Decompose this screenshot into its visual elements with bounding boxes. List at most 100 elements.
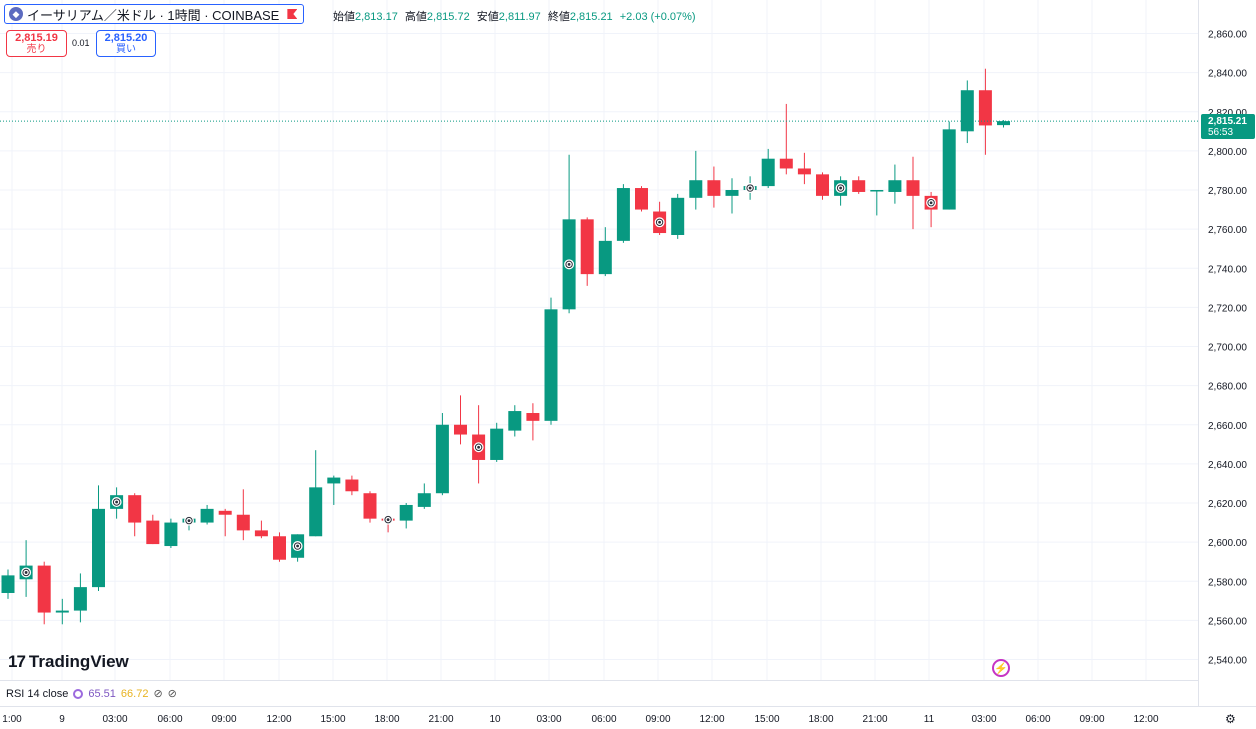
logo-text: TradingView [28,652,129,671]
candle-body [906,180,920,196]
candle-body [37,565,51,613]
event-marker-ring [185,516,193,525]
sell-button[interactable]: 2,815.19 売り [6,30,67,57]
event-marker-ring [22,568,30,577]
x-tick-label: 11 [924,714,935,725]
event-marker-dot [296,544,299,548]
candle-body [707,180,721,196]
candle-body [273,536,286,560]
event-marker-dot [187,519,191,523]
x-tick-label: 21:00 [862,714,887,725]
rsi-label: RSI 14 close [6,687,69,700]
event-marker-dot [658,220,661,224]
x-tick-label: 15:00 [754,714,779,725]
candle-body [164,522,178,547]
candle-body [942,129,956,210]
high-label: 高値 [404,11,427,23]
candle-body [309,487,323,537]
event-marker-ring [655,218,664,226]
close-value: 2,815.21 [569,11,613,23]
candle-body [580,219,594,275]
x-tick-label: 09:00 [1079,714,1104,725]
low-value: 2,811.97 [498,11,541,23]
candle-body [454,424,467,435]
gear-icon[interactable]: ⚙ [1225,712,1236,726]
event-marker-ring [474,443,483,451]
candle-body [870,190,884,192]
symbol-selector[interactable]: ◆ イーサリアム／米ドル · 1時間 · COINBASE [4,4,305,24]
x-tick-label: 06:00 [1025,714,1050,725]
candle-body [997,121,1010,126]
candle-body [544,309,558,421]
y-tick-label: 2,760.00 [1208,225,1247,236]
y-tick-label: 2,840.00 [1208,69,1247,80]
candle-body [797,168,811,175]
rsi-legend[interactable]: RSI 14 close 65.51 66.72 ⊘ ⊘ [6,687,177,701]
event-marker-dot [386,518,390,522]
event-marker-dot [929,201,933,205]
candle-body [616,188,630,241]
candle-body [725,190,739,196]
candle-body [254,530,268,537]
sell-label: 売り [26,44,47,55]
x-tick-label: 10 [489,714,501,725]
tradingview-logo[interactable]: 17 TradingView [8,652,129,672]
ohlc-legend: 始値2,813.17 高値2,815.72 安値2,811.97 終値2,815… [333,8,700,24]
candle-body [671,197,685,235]
candle-body [200,508,214,523]
x-tick-label: 1:00 [2,714,22,725]
ethereum-icon: ◆ [9,7,23,21]
event-marker-ring [384,515,392,524]
bar-countdown: 56:53 [1208,127,1234,138]
x-tick-label: 12:00 [1133,714,1158,725]
candle-body [1,575,15,593]
candle-body [236,514,250,531]
x-tick-label: 09:00 [645,714,670,725]
event-marker-dot [567,262,571,266]
y-tick-label: 2,860.00 [1208,30,1247,41]
candle-body [399,504,413,521]
buy-label: 買い [116,44,136,55]
candle-body [689,180,703,198]
sell-price: 2,815.19 [15,32,58,44]
y-tick-label: 2,780.00 [1208,186,1247,197]
x-tick-label: 18:00 [374,714,399,725]
candle-body [363,493,377,519]
rsi-value: 65.51 [88,687,116,700]
candle-body [435,424,449,494]
x-tick-label: 18:00 [808,714,833,725]
candle-body [635,188,648,210]
candle-body [55,610,69,613]
change-value: +2.03 (+0.07%) [619,11,696,23]
candle-body [417,493,431,507]
y-tick-label: 2,740.00 [1208,264,1247,275]
candle-body [960,90,974,132]
flag-icon[interactable] [287,9,298,19]
x-tick-label: 06:00 [591,714,616,725]
candle-body [146,520,160,545]
candle-body [852,180,866,192]
open-label: 始値 [333,11,355,23]
candle-body [327,477,341,484]
spread-value: 0.01 [72,38,90,48]
candle-body [888,180,902,192]
high-value: 2,815.72 [426,11,470,23]
lightning-icon[interactable]: ⚡ [992,659,1010,677]
x-tick-label: 03:00 [102,714,127,725]
event-marker-ring [112,498,121,506]
candle-body [978,90,992,126]
y-tick-label: 2,720.00 [1208,303,1247,314]
buy-button[interactable]: 2,815.20 買い [96,30,156,57]
event-marker-ring [836,184,845,192]
y-tick-label: 2,620.00 [1208,499,1247,510]
x-tick-label: 06:00 [157,714,182,725]
candle-body [779,158,793,169]
event-marker-ring [746,184,754,192]
event-marker-ring [927,199,935,207]
y-tick-label: 2,560.00 [1208,616,1247,627]
candle-body [218,510,232,515]
x-tick-label: 9 [59,714,65,725]
x-tick-label: 12:00 [699,714,724,725]
rsi-settings-icon[interactable] [73,688,84,699]
